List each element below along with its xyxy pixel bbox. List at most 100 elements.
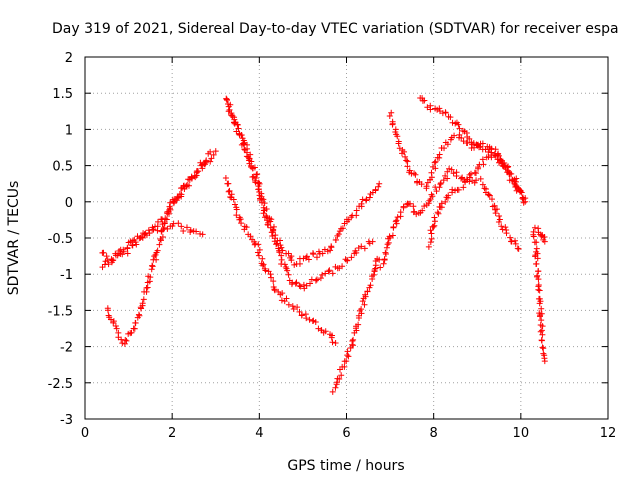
data-point — [427, 102, 434, 109]
data-point — [313, 276, 320, 283]
data-point — [300, 281, 307, 288]
data-point — [536, 287, 543, 294]
x-tick-label: 2 — [168, 426, 176, 441]
data-point — [475, 165, 482, 172]
x-tick-label: 10 — [513, 426, 530, 441]
data-point — [466, 174, 473, 181]
data-point — [456, 131, 463, 138]
data-point — [227, 194, 234, 201]
data-point — [140, 230, 147, 237]
data-point — [505, 163, 512, 170]
data-point — [436, 105, 443, 112]
data-point — [129, 242, 136, 249]
data-point — [282, 264, 289, 271]
data-point — [499, 160, 506, 167]
x-tick-label: 6 — [342, 426, 350, 441]
data-point — [450, 170, 457, 177]
data-point — [242, 146, 249, 153]
data-point — [156, 241, 163, 248]
data-point — [377, 264, 384, 271]
data-point — [228, 110, 235, 117]
data-point — [141, 231, 148, 238]
data-point — [270, 278, 277, 285]
data-point — [496, 216, 503, 223]
data-point — [376, 180, 383, 187]
data-point — [371, 267, 378, 274]
data-point — [343, 358, 350, 365]
data-point — [122, 336, 129, 343]
data-point — [361, 245, 368, 252]
data-point — [154, 247, 161, 254]
data-point — [273, 241, 280, 248]
data-point — [423, 183, 430, 190]
data-point — [334, 375, 341, 382]
data-point — [402, 153, 409, 160]
series-arc-6 — [222, 174, 339, 346]
data-point — [494, 156, 501, 163]
data-point — [437, 181, 444, 188]
data-point — [447, 114, 454, 121]
series-arc-7 — [329, 255, 383, 395]
data-point — [486, 192, 493, 199]
data-point — [358, 243, 365, 250]
data-point — [231, 201, 238, 208]
data-point — [180, 228, 187, 235]
data-point — [175, 220, 182, 227]
y-tick-label: 0.5 — [52, 160, 73, 175]
data-point — [129, 237, 136, 244]
data-point — [307, 280, 314, 287]
data-point — [350, 336, 357, 343]
data-point — [236, 216, 243, 223]
data-point — [167, 206, 174, 213]
y-tick-label: -1 — [60, 268, 73, 283]
y-tick-label: 1 — [65, 123, 73, 138]
data-point — [297, 283, 304, 290]
data-point — [272, 232, 279, 239]
data-point — [501, 164, 508, 171]
data-point — [418, 181, 425, 188]
data-point — [455, 186, 462, 193]
data-point — [310, 251, 317, 258]
data-point — [363, 196, 370, 203]
data-point — [150, 226, 157, 233]
data-point — [411, 170, 418, 177]
data-point — [262, 267, 269, 274]
data-point — [404, 163, 411, 170]
data-point — [269, 232, 276, 239]
data-point — [258, 199, 265, 206]
data-point — [197, 230, 204, 237]
data-point — [436, 151, 443, 158]
data-point — [491, 150, 498, 157]
x-tick-label: 12 — [600, 426, 617, 441]
data-point — [394, 214, 401, 221]
data-point — [531, 224, 538, 231]
data-point — [284, 267, 291, 274]
data-point — [260, 196, 267, 203]
data-point — [541, 238, 548, 245]
data-point — [389, 121, 396, 128]
data-point — [105, 307, 112, 314]
data-point — [246, 160, 253, 167]
data-point — [103, 253, 110, 260]
data-point — [344, 257, 351, 264]
data-point — [193, 228, 200, 235]
data-point — [123, 337, 130, 344]
data-point — [278, 252, 285, 259]
data-point — [486, 146, 493, 153]
data-point — [134, 233, 141, 240]
data-point — [163, 216, 170, 223]
data-point — [348, 254, 355, 261]
y-tick-label: -3 — [60, 413, 73, 428]
data-point — [389, 232, 396, 239]
data-point — [537, 328, 544, 335]
data-point — [535, 268, 542, 275]
data-point — [410, 203, 417, 210]
data-point — [458, 134, 465, 141]
data-point — [120, 248, 127, 255]
data-point — [472, 170, 479, 177]
data-point — [385, 239, 392, 246]
data-point — [425, 200, 432, 207]
data-point — [428, 230, 435, 237]
data-point — [267, 271, 274, 278]
data-point — [372, 186, 379, 193]
